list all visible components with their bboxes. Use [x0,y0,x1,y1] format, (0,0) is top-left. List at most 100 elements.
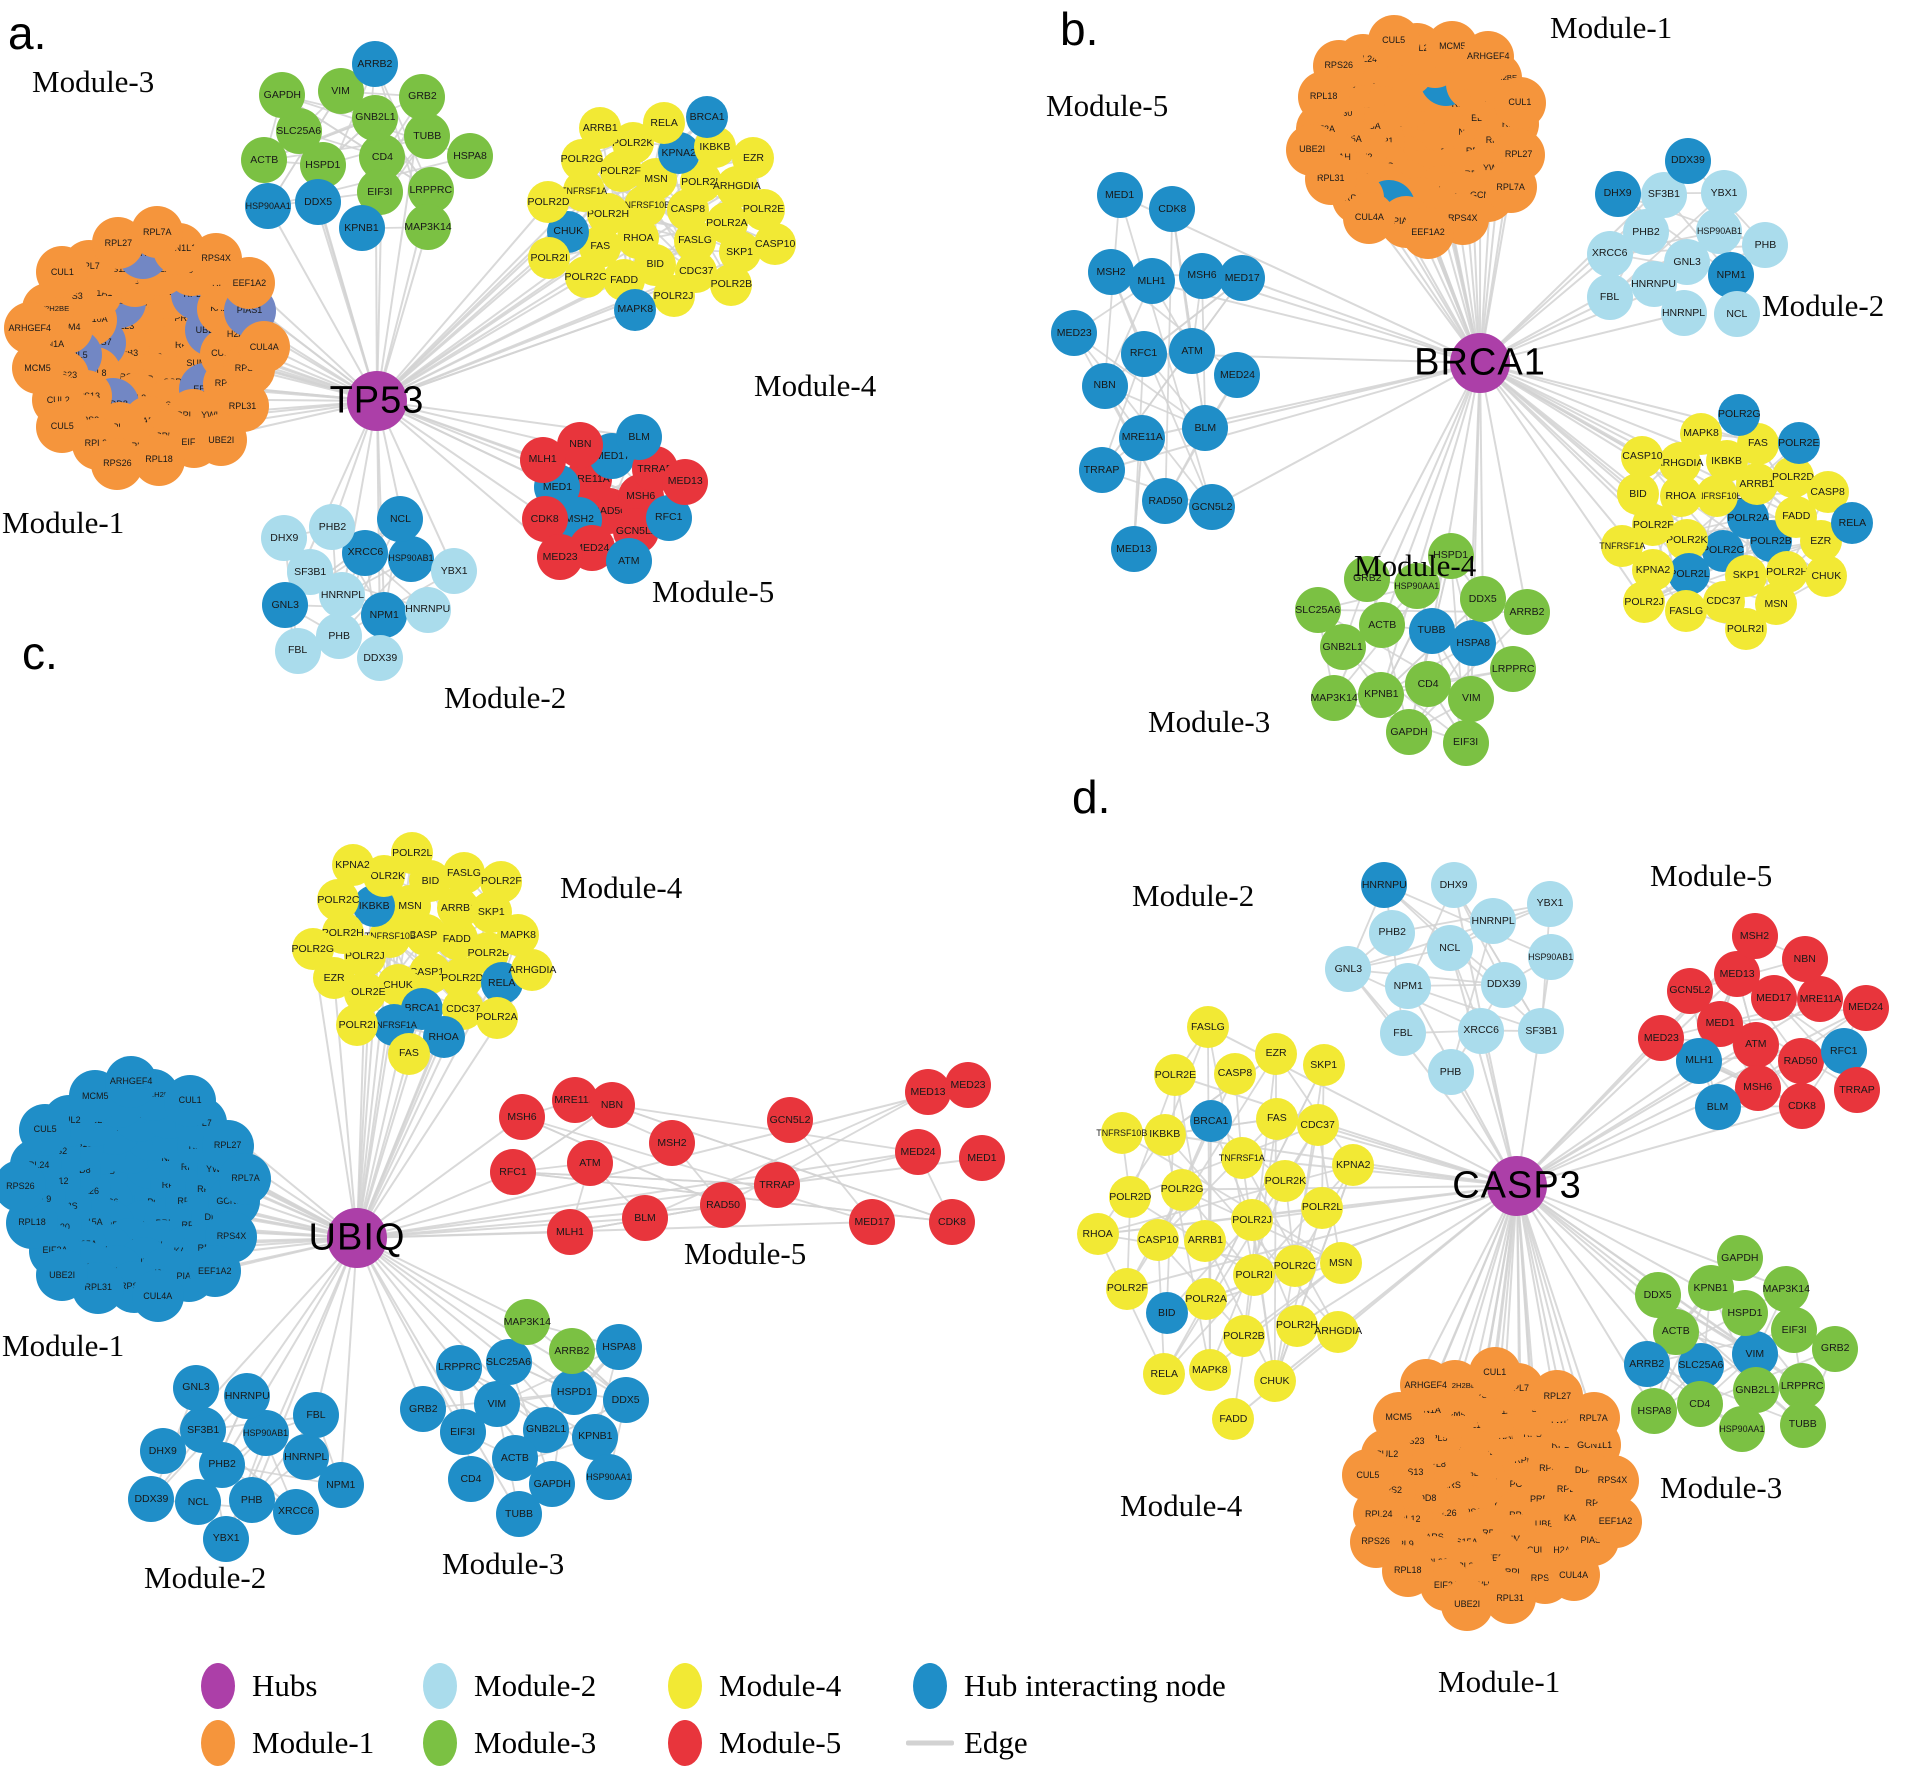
node-kpnb1[interactable]: KPNB1 [572,1413,619,1460]
node-brca1[interactable]: BRCA1 [1189,1099,1232,1142]
node-xrcc6[interactable]: XRCC6 [272,1488,319,1535]
node-hsp90aa1[interactable]: HSP90AA1 [245,183,292,230]
node-hsp90aa1[interactable]: HSP90AA1 [1718,1406,1765,1453]
node-rps26[interactable]: RPS26 [91,437,144,490]
node-msh6[interactable]: MSH6 [1179,252,1225,299]
node-polr2h[interactable]: POLR2H [1275,1304,1318,1347]
node-kpna2[interactable]: KPNA2 [331,844,374,887]
node-cul5[interactable]: CUL5 [36,400,89,453]
node-cul5[interactable]: CUL5 [1367,14,1420,67]
node-msh6[interactable]: MSH6 [1734,1064,1781,1111]
node-hnrnpl[interactable]: HNRNPL [1660,290,1707,337]
node-msh2[interactable]: MSH2 [1088,249,1135,296]
node-casp10[interactable]: CASP10 [1137,1219,1180,1262]
node-fbl[interactable]: FBL [292,1392,339,1439]
node-arhgef4[interactable]: ARHGEF4 [1462,30,1515,83]
node-polr2d[interactable]: POLR2D [527,181,569,224]
node-polr2a[interactable]: POLR2A [475,996,518,1039]
node-kpnb1[interactable]: KPNB1 [1358,671,1405,718]
node-polr2l[interactable]: POLR2L [391,832,434,875]
node-polr2e[interactable]: POLR2E [1154,1054,1197,1097]
node-cd4[interactable]: CD4 [1676,1380,1723,1427]
node-hsp90ab1[interactable]: HSP90AB1 [1527,934,1574,981]
node-hnrnpl[interactable]: HNRNPL [319,572,366,619]
node-hsp90aa1[interactable]: HSP90AA1 [1393,563,1440,610]
node-polr2f[interactable]: POLR2F [480,860,523,903]
node-rpl7a[interactable]: RPL7A [1567,1392,1620,1445]
node-arrb2[interactable]: ARRB2 [1503,589,1550,636]
node-hspd1[interactable]: HSPD1 [1427,532,1474,579]
node-mapk8[interactable]: MAPK8 [1188,1349,1231,1392]
node-fbl[interactable]: FBL [274,627,321,674]
node-gnl3[interactable]: GNL3 [262,581,309,628]
node-tubb[interactable]: TUBB [1779,1401,1826,1448]
node-polr2a[interactable]: POLR2A [1185,1278,1228,1321]
node-sf3b1[interactable]: SF3B1 [180,1407,227,1454]
node-dhx9[interactable]: DHX9 [1594,170,1641,217]
node-med17[interactable]: MED17 [849,1199,895,1245]
node-xrcc6[interactable]: XRCC6 [1458,1007,1505,1054]
node-msh6[interactable]: MSH6 [499,1094,545,1140]
node-ddx39[interactable]: DDX39 [128,1476,175,1523]
node-arhgef4[interactable]: ARHGEF4 [1399,1359,1452,1412]
node-phb2[interactable]: PHB2 [309,504,356,551]
node-phb2[interactable]: PHB2 [1369,909,1416,956]
node-map3k14[interactable]: MAP3K14 [1310,674,1358,721]
node-arrb1[interactable]: ARRB1 [1184,1219,1227,1262]
node-gapdh[interactable]: GAPDH [259,72,306,119]
node-cul1[interactable]: CUL1 [1468,1346,1521,1399]
node-blm[interactable]: BLM [1182,405,1229,452]
node-ddx5[interactable]: DDX5 [1634,1271,1681,1318]
node-bid[interactable]: BID [1616,473,1659,516]
node-hnrnpu[interactable]: HNRNPU [224,1373,271,1420]
node-ddx5[interactable]: DDX5 [295,178,342,225]
node-eef1a2[interactable]: EEF1A2 [1402,206,1455,259]
node-hspa8[interactable]: HSPA8 [596,1323,643,1370]
node-hspa8[interactable]: HSPA8 [447,133,494,180]
node-xrcc6[interactable]: XRCC6 [1586,230,1633,277]
node-ybx1[interactable]: YBX1 [1527,880,1574,927]
node-npm1[interactable]: NPM1 [361,592,408,639]
node-rad50[interactable]: RAD50 [1777,1038,1824,1085]
node-cd4[interactable]: CD4 [447,1455,494,1502]
node-gapdh[interactable]: GAPDH [1716,1234,1763,1281]
node-med23[interactable]: MED23 [945,1062,991,1108]
node-nbn[interactable]: NBN [1781,935,1828,982]
node-hsp90aa1[interactable]: HSP90AA1 [585,1454,632,1501]
node-eef1a2[interactable]: EEF1A2 [223,257,276,310]
node-rpl7a[interactable]: RPL7A [219,1152,272,1205]
node-bid[interactable]: BID [1145,1291,1188,1334]
node-cdc37[interactable]: CDC37 [1702,580,1745,623]
node-arrb2[interactable]: ARRB2 [548,1327,595,1374]
node-rps26[interactable]: RPS26 [1349,1515,1402,1568]
node-hspa8[interactable]: HSPA8 [1631,1388,1678,1435]
node-polr2f[interactable]: POLR2F [1106,1267,1149,1310]
node-grb2[interactable]: GRB2 [1344,555,1391,602]
node-cul4a[interactable]: CUL4A [1547,1549,1600,1602]
node-msh2[interactable]: MSH2 [1731,913,1778,960]
node-cdc37[interactable]: CDC37 [1296,1103,1339,1146]
node-polr2i[interactable]: POLR2I [1233,1254,1276,1297]
node-gnl3[interactable]: GNL3 [1325,946,1372,993]
node-rhoa[interactable]: RHOA [1076,1213,1119,1256]
node-map3k14[interactable]: MAP3K14 [504,1299,551,1346]
node-kpna2[interactable]: KPNA2 [1332,1144,1375,1187]
node-lrpprc[interactable]: LRPPRC [1490,646,1537,693]
node-med24[interactable]: MED24 [1842,984,1889,1031]
node-fas[interactable]: FAS [1736,422,1779,465]
node-brca1[interactable]: BRCA1 [686,96,729,139]
node-rad50[interactable]: RAD50 [700,1182,746,1228]
node-msh2[interactable]: MSH2 [649,1120,695,1166]
node-mlh1[interactable]: MLH1 [1128,258,1175,305]
node-eif3i[interactable]: EIF3I [1771,1307,1818,1354]
node-polr2d[interactable]: POLR2D [1109,1176,1151,1219]
node-grb2[interactable]: GRB2 [1812,1325,1859,1372]
node-polr2b[interactable]: POLR2B [710,263,753,306]
node-cul1[interactable]: CUL1 [1493,76,1546,129]
node-polr2j[interactable]: POLR2J [652,275,695,318]
node-sf3b1[interactable]: SF3B1 [1518,1008,1565,1055]
node-cdk8[interactable]: CDK8 [1149,186,1196,233]
node-polr2j[interactable]: POLR2J [1231,1198,1274,1241]
node-polr2e[interactable]: POLR2E [1777,422,1820,465]
node-polr2k[interactable]: POLR2K [1264,1160,1307,1203]
